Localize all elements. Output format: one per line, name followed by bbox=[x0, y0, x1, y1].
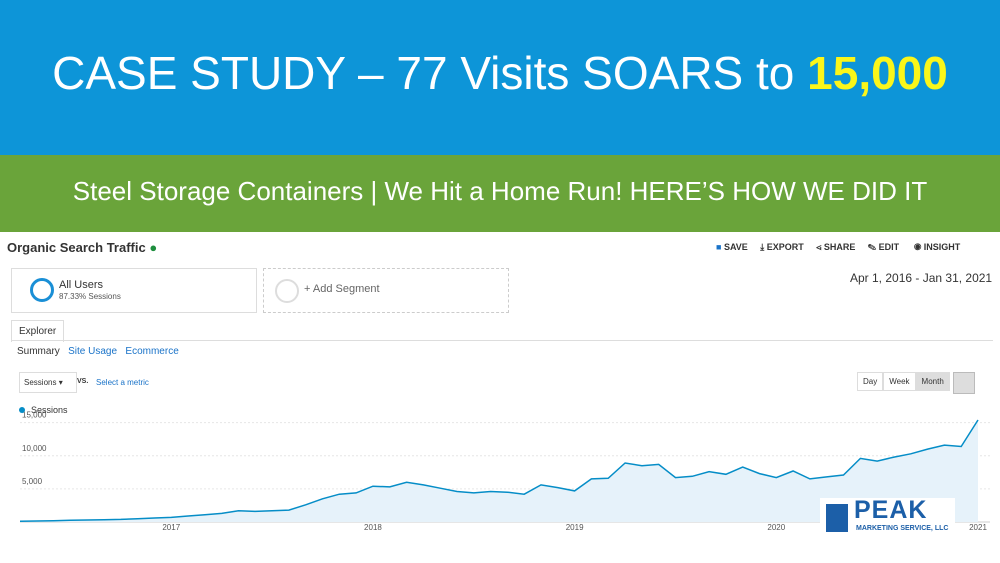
x-tick-label: 2017 bbox=[162, 523, 180, 532]
subtab[interactable]: Ecommerce bbox=[125, 346, 179, 357]
title-text: CASE STUDY – 77 Visits SOARS to bbox=[52, 47, 795, 99]
y-tick-label: 5,000 bbox=[22, 477, 43, 486]
gran-btn[interactable]: Week bbox=[883, 372, 916, 391]
x-tick-label: 2019 bbox=[566, 523, 584, 532]
x-tick-label: 2018 bbox=[364, 523, 382, 532]
subtab[interactable]: Site Usage bbox=[68, 346, 118, 357]
subtab[interactable]: Summary bbox=[17, 346, 60, 357]
logo-tagline: MARKETING SERVICE, LLC bbox=[856, 525, 949, 532]
chart-type-btn[interactable] bbox=[953, 372, 975, 394]
granularity: Day Week Month bbox=[857, 372, 950, 392]
banner bbox=[0, 0, 1000, 155]
subbanner bbox=[0, 155, 1000, 232]
gran-btn[interactable]: Month bbox=[915, 372, 950, 391]
share[interactable]: SHARE bbox=[823, 242, 856, 252]
add-segment-card[interactable]: + Add Segment bbox=[263, 268, 509, 313]
actions: ■ SAVE ⤓ EXPORT ⋖ SHARE ✎ EDIT ◉ INSIGHT bbox=[716, 242, 961, 252]
metric-select[interactable]: Sessions ▾ bbox=[19, 372, 77, 393]
date-range[interactable]: Apr 1, 2016 - Jan 31, 2021 bbox=[850, 271, 993, 285]
edit[interactable]: EDIT bbox=[878, 242, 900, 252]
subtabs: Summary Site Usage Ecommerce bbox=[17, 346, 179, 357]
logo: PEAK MARKETING SERVICE, LLC bbox=[820, 496, 955, 536]
y-tick-label: 15,000 bbox=[22, 411, 47, 420]
banner-title: CASE STUDY – 77 Visits SOARS to 15,000 bbox=[0, 46, 1000, 100]
logo-name: PEAK bbox=[854, 496, 928, 524]
report-title-text: Organic Search Traffic bbox=[7, 240, 146, 255]
verified-icon: ● bbox=[149, 240, 158, 255]
vs: VS. bbox=[77, 378, 89, 385]
x-tick-label: 2020 bbox=[767, 523, 785, 532]
export[interactable]: EXPORT bbox=[766, 242, 804, 252]
tab-rule bbox=[11, 340, 993, 341]
metric: Sessions bbox=[24, 378, 57, 387]
y-tick-label: 10,000 bbox=[22, 444, 47, 453]
report-title: Organic Search Traffic ● bbox=[7, 240, 157, 255]
title-highlight: 15,000 bbox=[807, 47, 948, 99]
legend-label: Sessions bbox=[31, 405, 68, 415]
tab[interactable]: Explorer bbox=[11, 320, 65, 342]
logo-icon bbox=[826, 504, 848, 532]
banner-subtitle: Steel Storage Containers | We Hit a Home… bbox=[72, 176, 928, 206]
segment-name: All Users bbox=[59, 279, 104, 291]
select-metric[interactable]: Select a metric bbox=[96, 378, 149, 387]
add-segment: + Add Segment bbox=[304, 283, 380, 295]
area bbox=[20, 420, 978, 522]
x-tick-label: 2021 bbox=[969, 523, 987, 532]
gran-btn[interactable]: Day bbox=[857, 372, 884, 391]
save[interactable]: SAVE bbox=[723, 242, 748, 252]
add-ring bbox=[275, 279, 299, 303]
segment-ring bbox=[30, 278, 54, 302]
insight[interactable]: INSIGHT bbox=[923, 242, 961, 252]
segment-detail: 87.33% Sessions bbox=[59, 292, 121, 301]
segment-card[interactable]: All Users 87.33% Sessions bbox=[11, 268, 257, 313]
line bbox=[19, 419, 979, 523]
legend-marker bbox=[19, 407, 25, 413]
